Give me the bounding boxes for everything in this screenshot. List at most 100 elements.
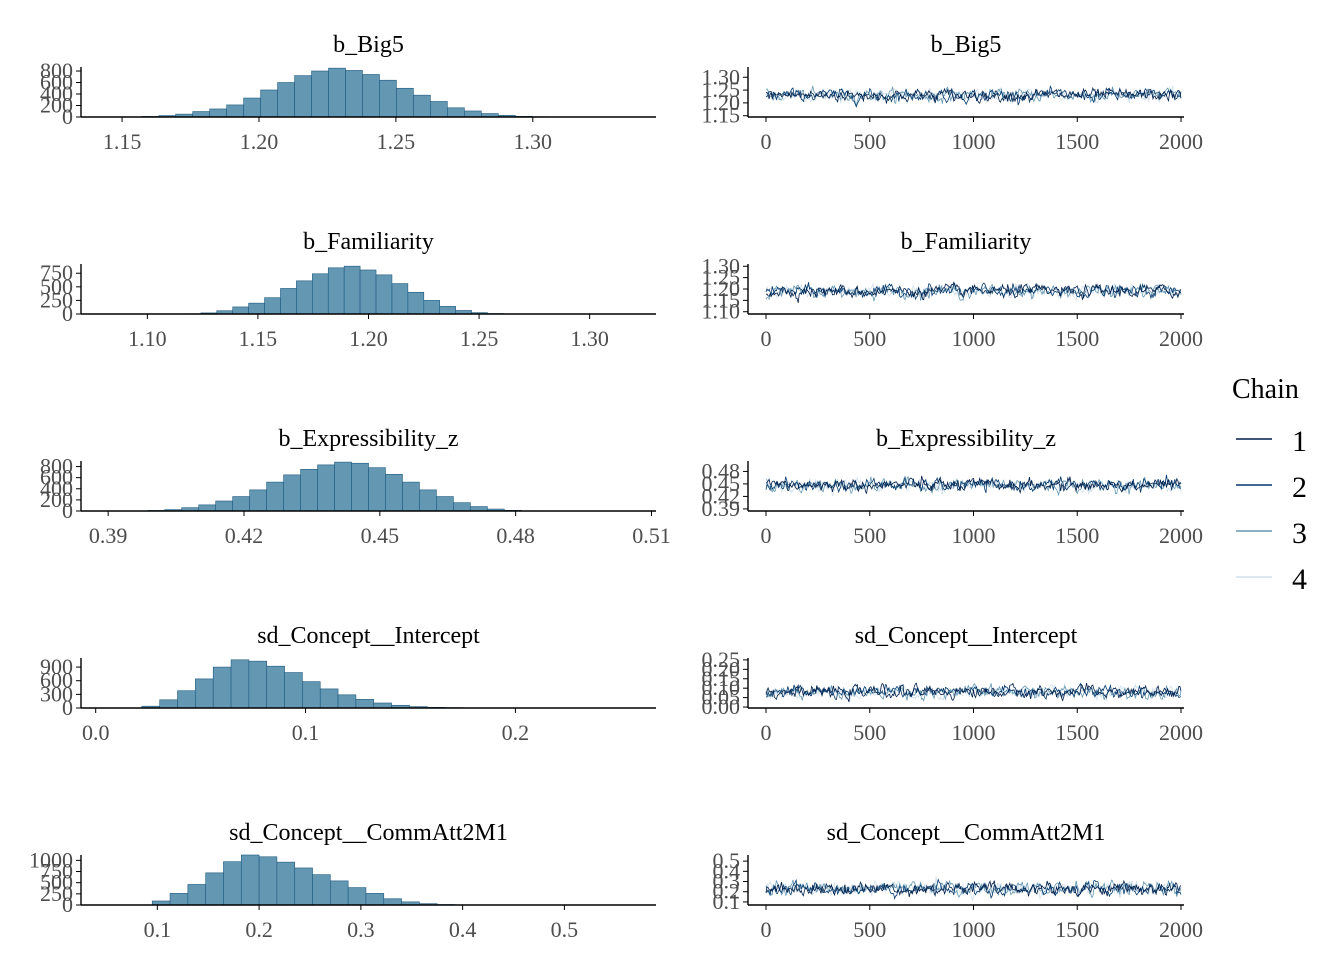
- panel-title: sd_Concept__CommAtt2M1: [229, 820, 508, 846]
- y-tick-label: 0: [62, 301, 73, 326]
- y-tick-label: 1.20: [702, 90, 741, 115]
- y-tick-label: 800: [40, 454, 73, 479]
- x-tick-label: 1500: [1055, 129, 1099, 154]
- x-tick-label: 0: [761, 917, 772, 942]
- trace-panel-2: b_Familiarity 0 500 1000 1500 2000 1.101.151.2…: [702, 229, 1204, 351]
- chain-1-trace: [765, 879, 1182, 898]
- x-tick-label: 2000: [1159, 129, 1203, 154]
- x-tick-label: 0.0: [82, 720, 110, 745]
- x-tick-label: 2000: [1159, 720, 1203, 745]
- trace-panel-1: b_Big5 0 500 1000 1500 2000 1.151.201.251.30: [702, 32, 1204, 154]
- histogram-bar: [277, 82, 295, 118]
- y-tick-label: 0.42: [702, 483, 741, 508]
- x-tick-label: 2000: [1159, 523, 1203, 548]
- y-tick-label: 0.25: [702, 647, 741, 672]
- histogram-bar: [365, 893, 385, 906]
- x-tick-label: 0.48: [496, 523, 535, 548]
- x-tick-label: 0: [761, 523, 772, 548]
- x-tick-label: 0: [761, 720, 772, 745]
- y-tick-label: 0: [62, 892, 73, 917]
- y-tick-label: 0.20: [702, 656, 741, 681]
- histogram-bar: [243, 97, 261, 118]
- y-tick-label: 1.10: [702, 299, 741, 324]
- y-tick-label: 500: [40, 274, 73, 299]
- x-tick-label: 500: [853, 523, 886, 548]
- histogram-bar: [232, 496, 250, 512]
- panel-title: b_Big5: [333, 32, 404, 58]
- histogram-bar: [296, 280, 313, 315]
- histogram-bar: [177, 690, 196, 709]
- y-tick-label: 250: [40, 287, 73, 312]
- legend-label-chain-1: 1: [1292, 425, 1307, 458]
- histogram-bar: [302, 681, 321, 709]
- histogram-bar: [375, 274, 393, 315]
- histogram-bar: [249, 489, 267, 512]
- histogram-bar: [232, 306, 249, 315]
- panel-title: b_Expressibility_z: [876, 426, 1056, 452]
- y-tick-label: 200: [40, 93, 73, 118]
- histogram-bar: [464, 110, 482, 118]
- x-tick-label: 1000: [952, 129, 996, 154]
- panel-title: b_Big5: [931, 32, 1002, 58]
- histogram-bar: [264, 297, 281, 315]
- chain-1-trace: [765, 86, 1182, 105]
- chain-legend: Chain 1 2 3 4: [1232, 374, 1307, 596]
- histogram-bar: [436, 496, 454, 512]
- histogram-bar: [266, 481, 284, 512]
- y-tick-label: 200: [40, 487, 73, 512]
- chain-1-trace: [765, 475, 1182, 495]
- histogram-bar: [312, 874, 331, 906]
- histogram-bar: [209, 108, 227, 118]
- y-tick-label: 1000: [29, 847, 73, 872]
- panel-title: b_Familiarity: [303, 229, 434, 255]
- y-tick-label: 250: [40, 881, 73, 906]
- histogram-bar: [447, 107, 465, 118]
- histogram-bar: [240, 854, 260, 906]
- y-tick-label: 0: [62, 104, 73, 129]
- y-tick-label: 1.30: [702, 253, 741, 278]
- histogram-bar: [439, 306, 456, 315]
- x-tick-label: 1.30: [514, 129, 553, 154]
- x-tick-label: 1.30: [570, 326, 609, 351]
- y-tick-label: 0.45: [702, 471, 741, 496]
- histogram-bar: [385, 474, 403, 512]
- histogram-bar: [284, 672, 303, 709]
- y-tick-label: 0: [62, 695, 73, 720]
- x-tick-label: 0.1: [144, 917, 172, 942]
- histogram-bar: [294, 867, 313, 906]
- histogram-bar: [355, 699, 375, 709]
- x-tick-label: 0.45: [361, 523, 400, 548]
- x-tick-label: 1000: [952, 326, 996, 351]
- x-tick-label: 1500: [1055, 720, 1099, 745]
- y-tick-label: 0.48: [702, 458, 741, 483]
- histogram-bar: [169, 893, 189, 906]
- y-tick-label: 0.39: [702, 496, 741, 521]
- histogram-bar: [198, 504, 216, 512]
- histogram-panel-5: sd_Concept__CommAtt2M1 0.1 0.2 0.3 0.4 0.5 025…: [29, 820, 656, 942]
- histogram-bar: [345, 70, 363, 118]
- panel-title: b_Familiarity: [901, 229, 1032, 255]
- x-tick-label: 0: [761, 326, 772, 351]
- y-tick-label: 1.25: [702, 265, 741, 290]
- histogram-bar: [187, 884, 206, 906]
- legend-title: Chain: [1232, 374, 1299, 405]
- x-tick-label: 1500: [1055, 917, 1099, 942]
- histogram-bar: [294, 75, 312, 118]
- y-tick-label: 0.1: [713, 889, 741, 914]
- x-tick-label: 1500: [1055, 326, 1099, 351]
- histogram-bar: [379, 79, 397, 118]
- y-tick-label: 750: [40, 859, 73, 884]
- legend-label-chain-4: 4: [1292, 563, 1307, 596]
- x-tick-label: 1000: [952, 917, 996, 942]
- histogram-bar: [453, 502, 471, 512]
- trace-panel-5: sd_Concept__CommAtt2M1 0 500 1000 1500 2000 0.…: [713, 820, 1204, 942]
- histogram-bar: [317, 464, 335, 512]
- y-tick-label: 400: [40, 81, 73, 106]
- y-tick-label: 0.15: [702, 666, 741, 691]
- y-tick-label: 1.25: [702, 77, 741, 102]
- histogram-bar: [283, 474, 301, 512]
- x-tick-label: 500: [853, 326, 886, 351]
- y-tick-label: 0: [62, 498, 73, 523]
